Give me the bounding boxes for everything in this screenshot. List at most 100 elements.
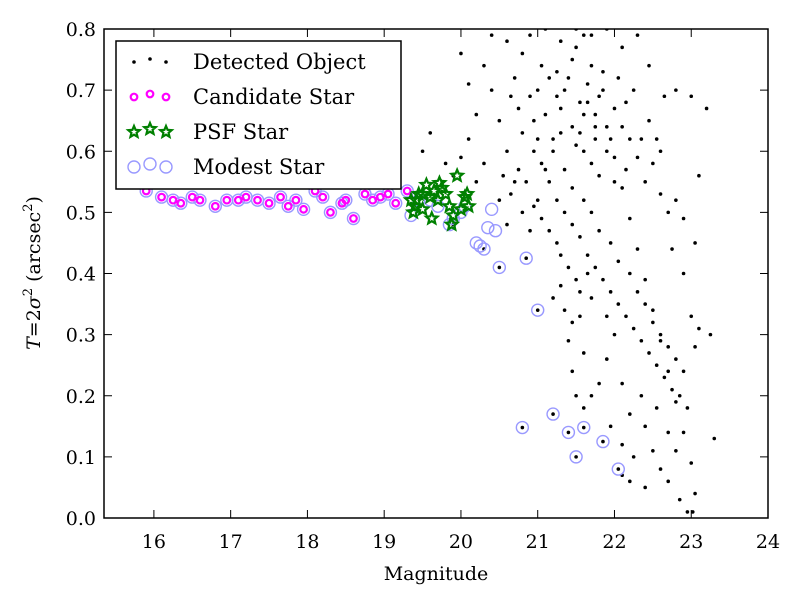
point-detected-object (651, 320, 655, 325)
point-detected-object (597, 228, 601, 233)
point-detected-object (597, 173, 601, 178)
point-detected-object (520, 131, 525, 135)
point-detected-object (624, 167, 628, 172)
point-modest-star (289, 193, 303, 207)
legend-marker-modest-star (159, 160, 173, 174)
point-detected-object (562, 167, 567, 172)
point-modest-star (577, 420, 591, 435)
point-detected-object (690, 510, 695, 514)
point-detected-object (562, 88, 567, 92)
point-detected-object (670, 387, 674, 392)
point-modest-star (481, 220, 495, 235)
legend-marker-candidate-star (161, 92, 171, 102)
legend-frame (115, 40, 402, 190)
point-detected-object (697, 326, 701, 331)
point-detected-object (639, 338, 644, 343)
point-detected-object (532, 204, 536, 209)
point-modest-star (323, 205, 338, 220)
point-detected-object (597, 381, 601, 386)
point-modest-star (346, 211, 361, 226)
point-detected-object (581, 425, 586, 430)
point-detected-object (620, 442, 624, 447)
series-detected-object (409, 29, 717, 514)
point-modest-star (569, 450, 583, 464)
legend-entry: Modest Star (127, 155, 325, 179)
point-detected-object (658, 467, 663, 471)
point-detected-object (628, 216, 632, 221)
point-detected-object (658, 192, 663, 196)
point-detected-object (528, 94, 532, 99)
point-detected-object (624, 100, 628, 105)
point-detected-object (666, 430, 671, 435)
point-detected-object (539, 63, 544, 68)
point-detected-object (535, 198, 540, 202)
point-detected-object (428, 131, 433, 135)
point-detected-object (620, 125, 624, 129)
point-detected-object (643, 277, 647, 282)
point-detected-object (612, 332, 617, 337)
point-detected-object (505, 149, 509, 154)
point-detected-object (558, 253, 563, 257)
point-candidate-star (233, 195, 243, 205)
point-psf-star (407, 191, 425, 208)
point-detected-object (601, 88, 605, 92)
point-detected-object (466, 137, 471, 141)
point-detected-object (612, 180, 617, 184)
legend-marker-psf-star (157, 123, 175, 140)
point-psf-star (437, 185, 455, 202)
point-detected-object (631, 455, 636, 459)
point-detected-object (604, 125, 609, 129)
legend-marker-detected-object (132, 60, 136, 64)
point-detected-object (608, 290, 613, 294)
point-detected-object (505, 39, 509, 44)
point-detected-object (566, 430, 571, 435)
legend-label: Modest Star (193, 155, 325, 179)
point-detected-object (685, 406, 690, 410)
point-detected-object (693, 345, 697, 349)
point-detected-object (654, 137, 659, 141)
point-candidate-star (326, 207, 335, 217)
point-modest-star (208, 199, 223, 213)
legend-marker-psf-star (125, 123, 143, 140)
point-detected-object (643, 180, 647, 184)
point-modest-star (388, 196, 403, 210)
point-detected-object (608, 241, 613, 245)
point-detected-object (420, 149, 425, 154)
point-detected-object (585, 100, 590, 105)
point-detected-object (616, 76, 621, 80)
point-detected-object (651, 308, 655, 312)
point-detected-object (547, 180, 552, 184)
point-detected-object (562, 308, 567, 312)
y-tick-label: 0.0 (66, 508, 96, 530)
x-tick-label: 23 (679, 531, 703, 553)
y-label-sup: 2 (21, 288, 36, 296)
point-candidate-star (368, 195, 378, 205)
point-detected-object (631, 88, 636, 92)
legend-marker-psf-star (141, 120, 159, 137)
point-candidate-star (241, 192, 251, 202)
point-detected-object (474, 112, 479, 117)
legend-label: PSF Star (193, 120, 289, 144)
point-candidate-star (157, 192, 166, 202)
point-detected-object (482, 161, 486, 166)
point-detected-object (681, 271, 686, 276)
point-candidate-star (168, 195, 178, 205)
point-detected-object (474, 180, 479, 184)
point-psf-star (448, 166, 466, 183)
point-detected-object (509, 94, 513, 99)
legend-marker-detected-object (164, 60, 168, 64)
legend-entry: Candidate Star (129, 85, 355, 109)
point-detected-object (574, 277, 578, 282)
point-detected-object (482, 63, 486, 68)
point-detected-object (677, 497, 682, 502)
point-psf-star (441, 197, 458, 214)
point-candidate-star (264, 198, 274, 208)
point-detected-object (654, 406, 659, 410)
point-detected-object (551, 296, 555, 300)
point-detected-object (570, 320, 575, 325)
point-detected-object (443, 161, 448, 166)
point-detected-object (539, 216, 544, 221)
point-modest-star (316, 190, 330, 204)
legend-entry: PSF Star (125, 120, 289, 144)
